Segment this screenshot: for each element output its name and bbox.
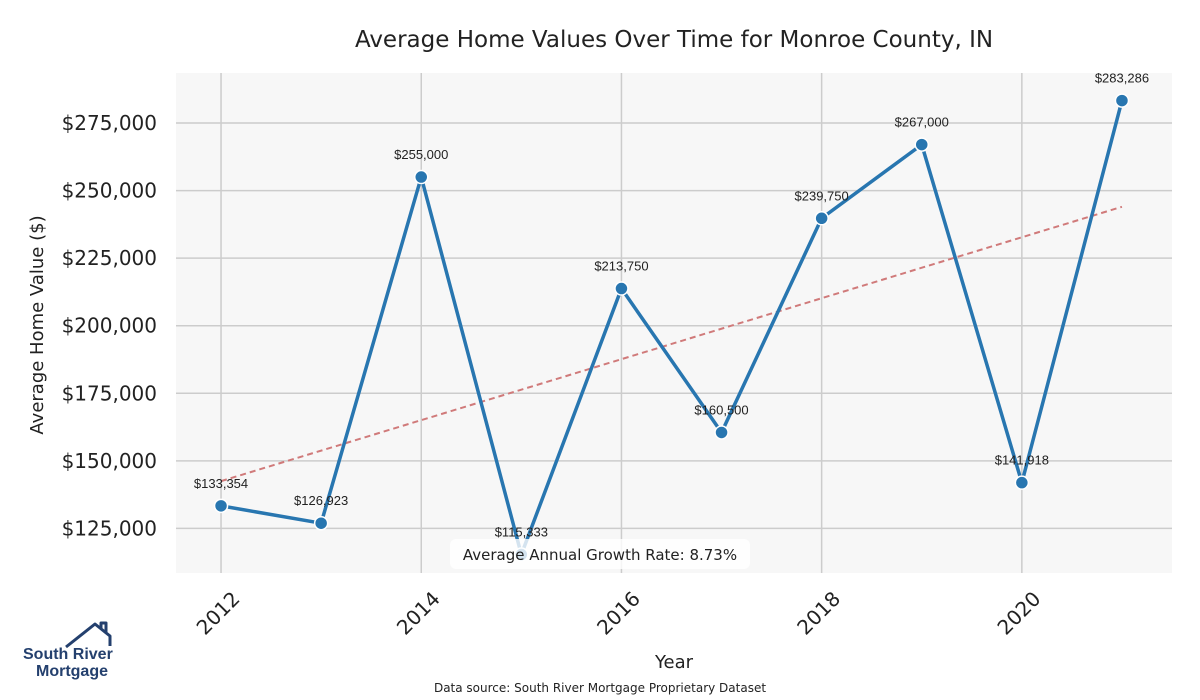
y-tick-label: $125,000 (62, 516, 157, 540)
grid (176, 73, 1172, 573)
y-tick-label: $250,000 (62, 179, 157, 203)
data-labels: $133,354 $126,923 $255,000 $115,333 $213,750… (194, 71, 1149, 540)
y-tick-label: $150,000 (62, 449, 157, 473)
data-point (814, 211, 829, 226)
data-point (914, 137, 929, 152)
series-line (220, 100, 1124, 557)
x-tick-labels: 2012 2014 2016 2018 2020 (192, 587, 1046, 640)
data-label: $283,286 (1095, 71, 1149, 86)
data-label: $126,923 (294, 493, 348, 508)
x-axis-label: Year (654, 652, 694, 673)
data-point (413, 169, 429, 185)
logo-text-line1: South River (23, 646, 113, 663)
trend-line (220, 205, 1123, 483)
y-axis-label: Average Home Value ($) (27, 215, 48, 434)
plot-area (176, 73, 1172, 573)
x-tick-label: 2018 (792, 587, 845, 640)
data-label: $239,750 (795, 188, 849, 203)
data-point (1014, 475, 1030, 490)
data-point (614, 281, 629, 296)
x-tick-label: 2014 (392, 587, 445, 640)
data-source: Data source: South River Mortgage Propri… (434, 681, 766, 695)
data-point (313, 515, 329, 531)
data-label: $133,354 (194, 476, 248, 491)
logo-text-line2: Mortgage (36, 663, 108, 680)
data-label: $115,333 (495, 525, 548, 540)
data-point (714, 425, 729, 440)
x-tick-label: 2016 (592, 587, 645, 640)
y-tick-label: $175,000 (62, 381, 157, 405)
y-tick-label: $225,000 (62, 246, 157, 270)
data-label: $141,918 (995, 453, 1049, 468)
y-tick-label: $200,000 (62, 314, 157, 338)
house-roof-icon (65, 621, 112, 649)
data-label: $160,500 (694, 402, 748, 417)
data-label: $255,000 (394, 147, 448, 162)
data-point (1114, 93, 1130, 108)
growth-annotation-text: Average Annual Growth Rate: 8.73% (463, 546, 737, 564)
y-tick-labels: $125,000 $150,000 $175,000 $200,000 $225,000… (62, 111, 157, 540)
growth-annotation: Average Annual Growth Rate: 8.73% (450, 539, 750, 569)
chart-title: Average Home Values Over Time for Monroe… (355, 27, 993, 53)
logo: South River Mortgage (23, 621, 113, 680)
data-label: $213,750 (594, 259, 648, 274)
data-point (213, 498, 229, 514)
data-label: $267,000 (895, 115, 949, 130)
x-tick-label: 2012 (192, 587, 245, 640)
x-tick-label: 2020 (992, 587, 1045, 640)
y-tick-label: $275,000 (62, 111, 157, 135)
